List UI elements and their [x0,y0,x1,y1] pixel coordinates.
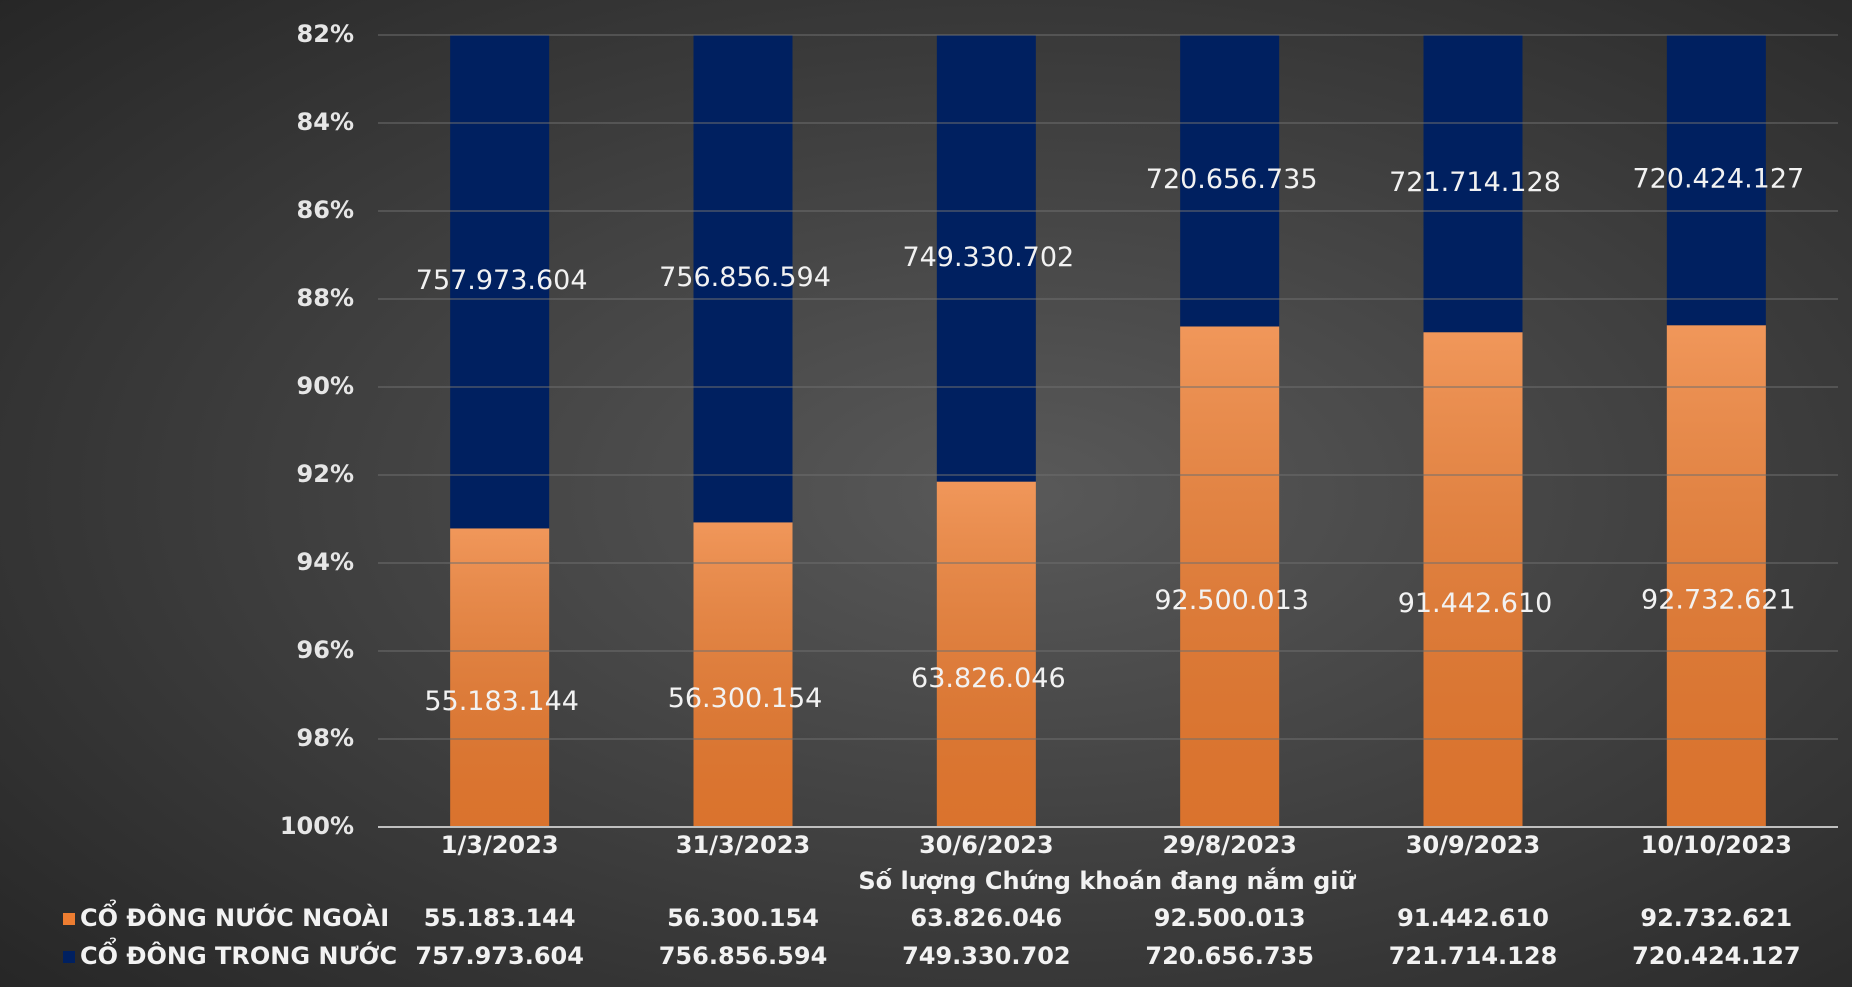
y-tick-label: 84% [297,108,354,136]
table-value: 749.330.702 [902,942,1071,970]
bar-segment [1423,35,1523,333]
x-axis-label: Số lượng Chứng khoán đang nắm giữ [858,866,1356,895]
bar-shade [693,522,793,827]
data-label: 721.714.128 [1389,167,1561,198]
bar-shade [936,481,1036,827]
table-value: 757.973.604 [415,942,584,970]
x-tick-label: 29/8/2023 [1162,831,1296,859]
y-tick-label: 98% [297,724,354,752]
data-label: 720.424.127 [1632,164,1804,195]
data-label: 757.973.604 [416,265,588,296]
bar-segment [450,35,550,529]
bar-segment [693,35,793,523]
bar-segment [936,35,1036,482]
table-value: 55.183.144 [424,904,576,932]
bar-shade [1423,332,1523,827]
y-tick-label: 82% [297,20,354,48]
y-tick-label: 94% [297,548,354,576]
table-value: 756.856.594 [659,942,828,970]
bar-shade [450,528,550,827]
y-tick-label: 100% [280,812,354,840]
x-tick-label: 30/6/2023 [919,831,1053,859]
table-value: 91.442.610 [1397,904,1549,932]
y-tick-label: 86% [297,196,354,224]
data-label: 91.442.610 [1398,588,1553,619]
table-value: 721.714.128 [1389,942,1558,970]
plot-area [450,35,1766,827]
data-label: 92.732.621 [1641,585,1796,616]
bar-shade [1666,325,1766,827]
table-value: 720.424.127 [1632,942,1801,970]
table-value: 63.826.046 [910,904,1062,932]
x-tick-label: 30/9/2023 [1406,831,1540,859]
bar-shade [1180,326,1280,827]
y-tick-label: 92% [297,460,354,488]
data-label: 92.500.013 [1154,585,1309,616]
table-value: 92.500.013 [1154,904,1306,932]
table-value: 56.300.154 [667,904,819,932]
legend-swatch [63,913,75,925]
data-label: 756.856.594 [659,262,831,293]
bar-segment [1180,35,1280,327]
x-tick-label: 31/3/2023 [676,831,810,859]
x-tick-label: 10/10/2023 [1641,831,1792,859]
data-label: 63.826.046 [911,663,1066,694]
y-tick-label: 96% [297,636,354,664]
data-label: 749.330.702 [902,242,1074,273]
data-label: 56.300.154 [668,683,823,714]
y-tick-label: 90% [297,372,354,400]
data-label: 720.656.735 [1146,164,1318,195]
bar-segment [1666,35,1766,326]
x-tick-label: 1/3/2023 [441,831,559,859]
legend-swatch [63,951,75,963]
data-label: 55.183.144 [424,686,579,717]
table-value: 92.732.621 [1640,904,1792,932]
table-value: 720.656.735 [1145,942,1314,970]
y-tick-label: 88% [297,284,354,312]
